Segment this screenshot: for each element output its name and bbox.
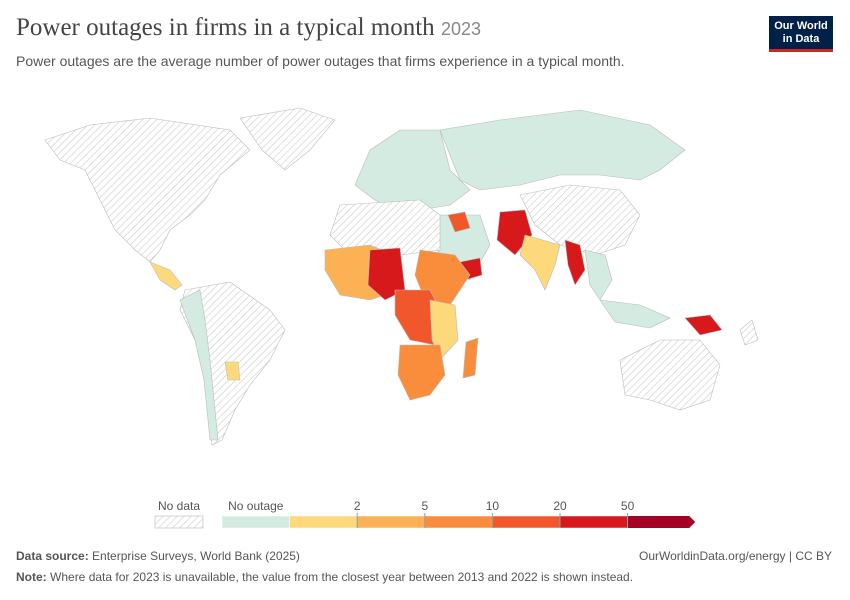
source-text: Enterprise Surveys, World Bank (2025) [92, 549, 300, 563]
legend-tick-label: 10 [486, 499, 500, 513]
source: Data source: Enterprise Surveys, World B… [16, 549, 300, 563]
australia [619, 339, 721, 411]
source-label: Data source: [16, 549, 89, 563]
logo-line: Our World [774, 20, 828, 32]
legend-bin [424, 515, 493, 529]
indonesia [599, 299, 671, 329]
legend-tick-label: 2 [354, 499, 361, 513]
greenland [239, 107, 336, 171]
legend-tick-label: 20 [553, 499, 567, 513]
note: Note: Where data for 2023 is unavailable… [16, 570, 633, 584]
legend-label: No data [158, 499, 200, 513]
myanmar [564, 239, 586, 286]
link[interactable]: OurWorldinData.org/energy | CC BY [639, 549, 832, 563]
title-text: Power outages in firms in a typical mont… [16, 14, 435, 41]
papua-new-guinea [684, 314, 723, 336]
paraguay [224, 361, 241, 381]
southern-africa [397, 344, 446, 401]
legend-bin [492, 515, 561, 529]
legend-bin [221, 515, 290, 529]
legend-bin [627, 516, 696, 528]
note-text: Where data for 2023 is unavailable, the … [50, 570, 634, 584]
north-america [44, 117, 251, 263]
legend-bin [289, 515, 358, 529]
india [519, 234, 561, 291]
iraq [447, 211, 471, 233]
legend-tick-label: 50 [621, 499, 635, 513]
antarctic-islands [739, 319, 759, 346]
russia-asia [439, 109, 686, 191]
north-africa [329, 199, 441, 256]
central-america [149, 261, 183, 291]
legend-bin [356, 515, 426, 529]
year: 2023 [440, 19, 481, 39]
legend-label: No outage [228, 499, 284, 513]
china [519, 184, 641, 256]
southeast-asia [584, 249, 613, 301]
note-label: Note: [16, 570, 47, 584]
andes [179, 289, 219, 441]
madagascar [462, 337, 479, 379]
countries [44, 107, 759, 446]
legend-tick-label: 5 [421, 499, 428, 513]
title: Power outages in firms in a typical mont… [16, 14, 481, 42]
logo-line: in Data [782, 33, 820, 45]
logo[interactable]: Our World in Data [769, 16, 833, 52]
no-data-swatch [154, 515, 204, 529]
legend-bin [559, 515, 628, 529]
subtitle: Power outages are the average number of … [16, 53, 625, 69]
